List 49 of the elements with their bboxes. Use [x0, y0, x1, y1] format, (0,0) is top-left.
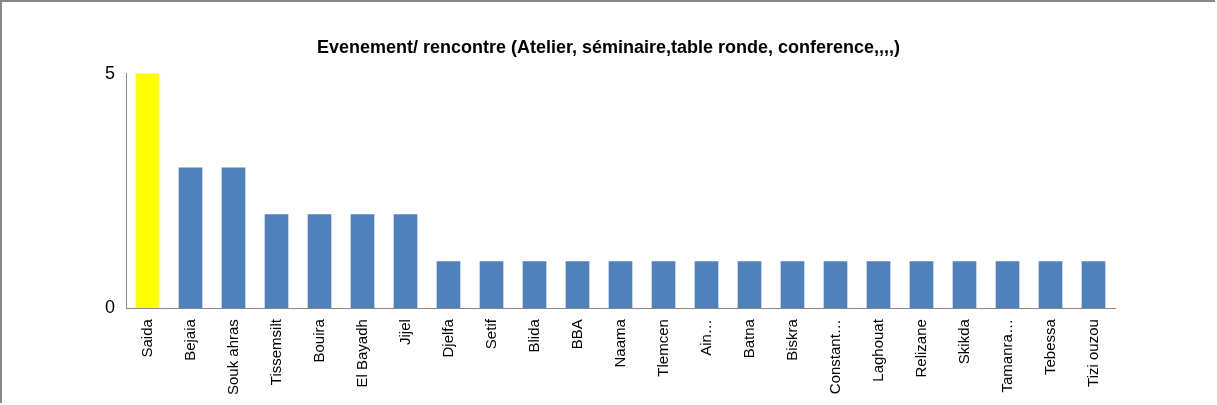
- x-tick-label: Batna: [739, 318, 757, 359]
- bar: [694, 261, 719, 309]
- x-tick-label: Tebessa: [1040, 318, 1058, 375]
- x-tick-label: Relizane: [911, 319, 929, 378]
- bar: [178, 167, 203, 309]
- x-tick-label: Ain…: [696, 319, 714, 356]
- y-tick-label: 0: [105, 297, 116, 318]
- bar: [823, 261, 848, 309]
- x-tick-label: Bejaia: [180, 318, 198, 361]
- bar: [737, 261, 762, 309]
- bar: [307, 214, 332, 309]
- x-tick-label: Blida: [524, 318, 542, 353]
- x-tick-label: El Bayadh: [352, 319, 370, 388]
- x-tick-label: Setif: [481, 318, 499, 350]
- x-tick-label: Skikda: [954, 318, 972, 365]
- x-tick-label: Tissemsilt: [266, 318, 284, 386]
- x-tick-label: Tizi ouzou: [1083, 319, 1101, 387]
- x-tick-label: Tamanra…: [997, 319, 1015, 393]
- chart-title: Evenement/ rencontre (Atelier, séminaire,table ronde, conference,,,,): [316, 36, 901, 57]
- y-tick-label: 5: [105, 62, 116, 83]
- bar: [909, 261, 934, 309]
- x-tick-label: Biskra: [782, 318, 800, 361]
- x-tick-label: Souk ahras: [223, 319, 241, 396]
- bar: [221, 167, 246, 309]
- x-tick-label: Saida: [137, 318, 155, 358]
- bar: [651, 261, 676, 309]
- bar: [995, 261, 1020, 309]
- x-tick-label: Laghouat: [868, 318, 886, 382]
- x-tick-label: Jijel: [395, 319, 413, 345]
- bar: [393, 214, 418, 309]
- bar: [952, 261, 977, 309]
- bar: [522, 261, 547, 309]
- bar: [780, 261, 805, 309]
- x-tick-label: Naama: [610, 318, 628, 368]
- x-tick-label: BBA: [567, 319, 585, 350]
- x-tick-label: Tlemcen: [653, 319, 671, 377]
- bar: [436, 261, 461, 309]
- bar: [479, 261, 504, 309]
- bar: [608, 261, 633, 309]
- bar: [565, 261, 590, 309]
- x-tick-label: Constant…: [825, 319, 843, 395]
- bar: [135, 73, 160, 309]
- bar: [264, 214, 289, 309]
- bar: [350, 214, 375, 309]
- x-tick-label: Djelfa: [438, 318, 456, 358]
- bar: [1038, 261, 1063, 309]
- bar: [1081, 261, 1106, 309]
- x-tick-label: Bouira: [309, 318, 327, 363]
- bar: [866, 261, 891, 309]
